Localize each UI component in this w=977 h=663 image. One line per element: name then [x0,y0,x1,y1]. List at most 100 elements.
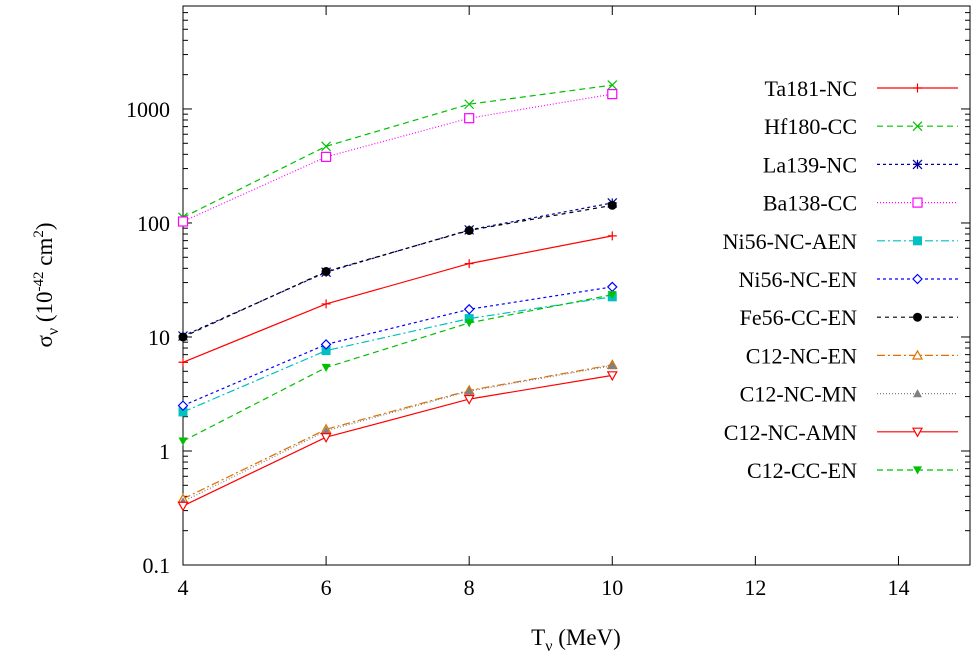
legend-label: C12-CC-EN [747,458,857,483]
x-axis-label: Tν (MeV) [531,625,621,655]
data-point-marker [177,501,189,512]
data-point-marker [464,225,474,235]
data-point-marker [913,312,922,322]
data-point-marker [321,363,331,372]
data-point-marker [321,299,331,309]
data-point-marker [320,433,332,443]
legend-label: Fe56-CC-EN [740,305,857,330]
y-axis-label: σν (10-42 cm2) [31,222,62,347]
data-point-marker [911,349,924,360]
data-point-marker [320,339,332,350]
x-tick-label: 12 [744,575,766,600]
data-point-marker [464,314,474,324]
legend-label: Ba138-CC [763,191,857,216]
series-line [182,204,613,338]
data-point-marker [321,141,332,152]
series-c12-nc-mn [178,361,617,506]
legend-entry: Ni56-NC-EN [738,267,958,292]
legend-entry: Hf180-CC [764,114,958,139]
legend-label: Hf180-CC [764,114,857,139]
data-point-marker [607,291,617,300]
y-tick-label: 10 [148,325,170,350]
axis-ticks: 4 6 8 10 12 14 0.1 1 10 100 1000 [126,5,970,600]
data-point-marker [463,303,475,315]
series-fe56-cc-en [178,200,617,342]
data-point-marker [607,200,617,210]
y-tick-label: 1000 [126,97,170,122]
y-tick-label: 100 [137,211,170,236]
legend-label: Ni56-NC-EN [738,267,857,292]
series-group [177,80,618,512]
x-tick-label: 8 [464,575,475,600]
series-line [182,84,613,218]
data-point-marker [913,389,922,398]
data-point-marker [321,426,331,435]
data-point-marker [178,407,188,417]
series-line [182,296,613,413]
legend-label: C12-NC-EN [746,343,857,368]
data-point-marker [321,346,331,356]
data-point-marker [607,231,617,241]
data-point-marker [178,332,188,342]
data-point-marker [321,267,331,277]
legend-entry: Ta181-NC [764,76,958,101]
legend-label: Ta181-NC [764,76,857,101]
data-point-marker [913,236,922,246]
data-point-marker [463,394,475,405]
y-tick-label: 0.1 [143,553,171,578]
data-point-marker [464,99,475,110]
data-point-marker [912,159,923,170]
data-point-marker [912,273,923,285]
legend: Ta181-NC Hf180-CC La139-NC Ba138-CC Ni56-NC-… [723,76,958,483]
series-hf180-cc [178,80,618,223]
data-point-marker [464,259,474,269]
data-point-marker [912,197,923,208]
legend-label: La139-NC [763,152,857,177]
legend-entry: La139-NC [763,152,958,177]
data-point-marker [177,400,189,411]
data-point-marker [177,216,189,227]
legend-entry: C12-CC-EN [747,458,958,483]
series-ta181-nc [178,231,617,367]
series-line [182,374,613,507]
x-tick-label: 6 [321,575,332,600]
legend-entry: Ni56-NC-AEN [723,229,958,254]
series-line [182,286,613,407]
series-line [182,202,613,337]
series-ni56-nc-aen [178,292,617,417]
series-c12-nc-amn [177,371,618,512]
data-point-marker [607,80,618,90]
data-point-marker [913,83,922,93]
data-point-marker [178,357,188,367]
data-point-marker [320,151,332,162]
legend-label: C12-NC-MN [740,382,857,407]
data-point-marker [912,121,923,132]
data-point-marker [464,386,474,395]
data-point-marker [911,427,924,438]
x-tick-label: 14 [887,575,909,600]
series-c12-cc-en [178,291,617,446]
x-tick-label: 4 [178,575,189,600]
data-point-marker [606,371,618,382]
series-line [182,364,613,500]
legend-label: C12-NC-AMN [724,420,857,445]
series-line [182,93,613,223]
series-ba138-cc [177,89,618,227]
data-point-marker [178,437,188,446]
y-tick-label: 1 [159,439,170,464]
data-point-marker [606,281,618,293]
legend-entry: Ba138-CC [763,191,958,216]
data-point-marker [464,113,475,124]
series-ni56-nc-en [177,281,618,411]
data-point-marker [607,89,618,100]
legend-entry: C12-NC-MN [740,382,958,407]
series-line [182,235,613,363]
series-la139-nc [178,197,618,341]
legend-entry: C12-NC-AMN [724,420,958,445]
x-tick-label: 10 [601,575,623,600]
series-line [182,294,613,442]
data-point-marker [913,466,922,475]
series-c12-nc-en [177,359,618,504]
data-point-marker [464,319,474,328]
